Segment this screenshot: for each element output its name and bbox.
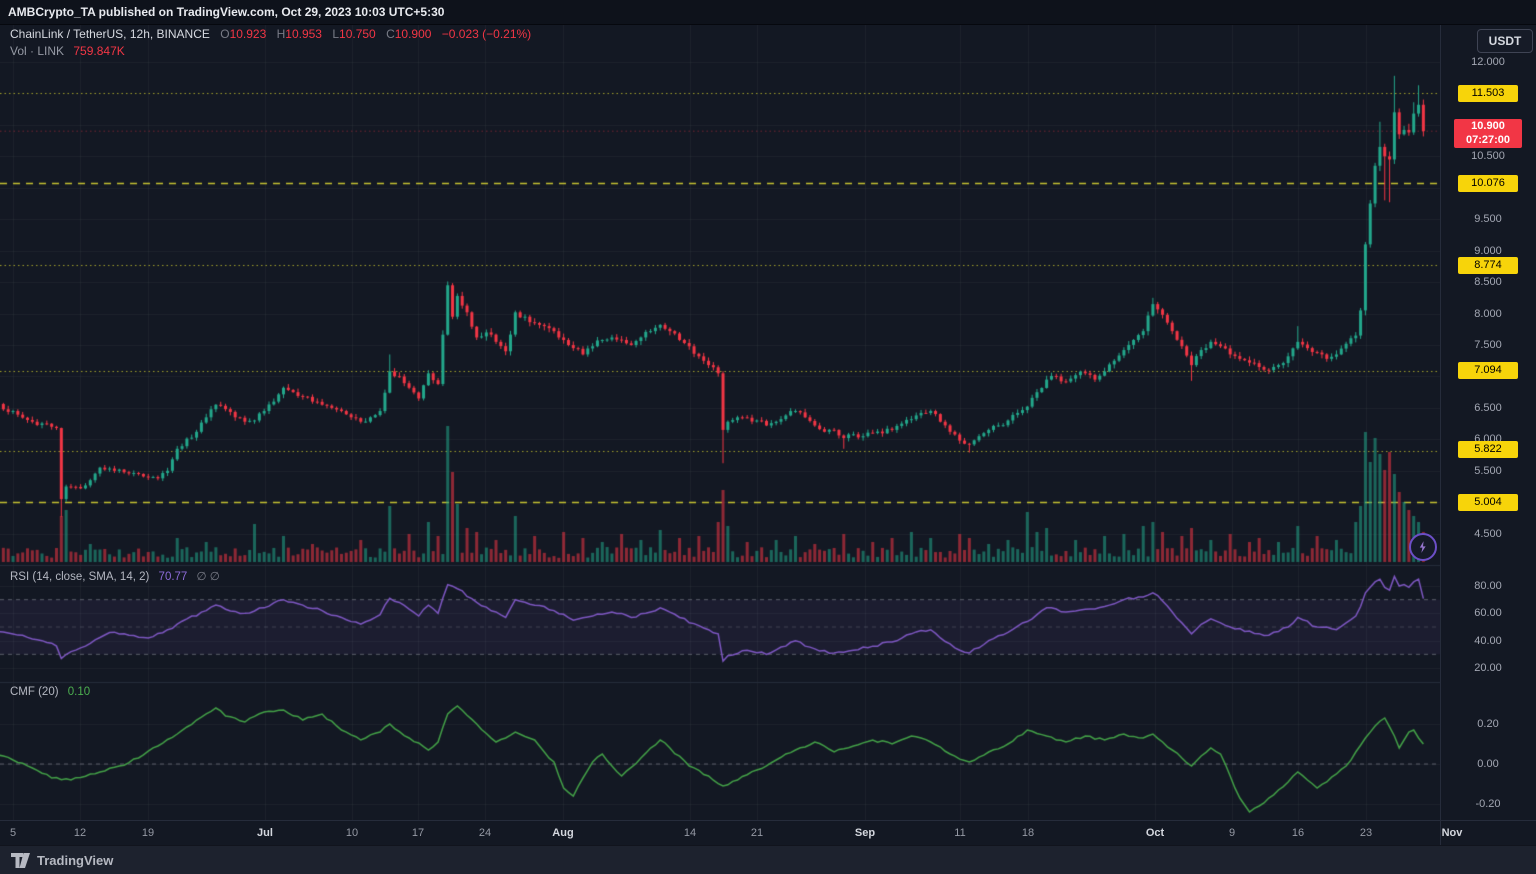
time-axis-label: 14 [683,827,697,839]
axis-tick-label: -0.20 [1475,798,1501,810]
time-axis-label: 17 [411,827,425,839]
time-axis-label: Aug [552,827,574,839]
price-axis[interactable]: 12.00011.00010.50010.0009.5009.0008.5008… [1440,25,1536,820]
lightning-button[interactable] [1409,533,1437,561]
time-axis-label: 16 [1291,827,1305,839]
time-axis[interactable]: 5 12 19 Jul 10 17 24 Aug 14 21 Sep 11 18 Oct 9 16 23 Nov [0,820,1536,846]
bar-countdown: 07:27:00 [1465,133,1511,146]
axis-tick-label: 6.500 [1474,402,1502,414]
time-axis-label: 11 [954,827,966,839]
main-chart-canvas[interactable] [0,25,1440,820]
axis-tick-label: 8.000 [1474,308,1502,320]
axis-tick-label: 5.500 [1474,465,1502,477]
time-axis-label: 19 [141,827,155,839]
axis-tick-label: 10.500 [1471,150,1505,162]
last-price-label: 10.900 07:27:00 [1454,118,1522,148]
time-axis-label: Sep [854,827,876,839]
tradingview-logo-icon[interactable] [10,852,31,868]
axis-tick-label: 80.00 [1474,580,1502,592]
footer-bar: TradingView [0,845,1536,874]
time-axis-label: Oct [1145,827,1165,839]
tradingview-brand-text[interactable]: TradingView [37,852,114,868]
price-level-label: 8.774 [1458,256,1518,274]
time-axis-label: Jul [257,827,273,839]
price-level-label: 10.076 [1458,174,1518,192]
time-axis-label: 23 [1359,827,1373,839]
axis-tick-label: 4.500 [1474,528,1502,540]
time-axis-label: 10 [345,827,359,839]
axis-tick-label: 40.00 [1474,635,1502,647]
lightning-icon [1416,540,1430,554]
price-level-label: 7.094 [1458,361,1518,379]
price-level-label: 5.004 [1458,493,1518,511]
price-level-label: 5.822 [1458,440,1518,458]
published-line: AMBCrypto_TA published on TradingView.co… [8,5,445,19]
axis-tick-label: 7.500 [1474,339,1502,351]
axis-tick-label: 0.20 [1477,718,1499,730]
price-axis-separator [1440,25,1441,845]
price-level-label: 11.503 [1458,84,1518,102]
axis-tick-label: 9.500 [1474,213,1502,225]
time-axis-label: 24 [478,827,492,839]
publish-header: AMBCrypto_TA published on TradingView.co… [0,0,1536,25]
axis-tick-label: 12.000 [1471,56,1505,68]
axis-tick-label: 8.500 [1474,276,1502,288]
axis-tick-label: 20.00 [1474,662,1502,674]
axis-tick-label: 9.000 [1474,245,1502,257]
time-axis-label: Nov [1441,827,1463,839]
time-axis-label: 18 [1021,827,1035,839]
time-axis-label: 9 [1228,827,1236,839]
time-axis-label: 5 [9,827,17,839]
currency-toggle-button[interactable]: USDT [1477,29,1533,53]
axis-tick-label: 60.00 [1474,607,1502,619]
axis-tick-label: 0.00 [1477,758,1499,770]
last-price-value: 10.900 [1471,119,1505,132]
time-axis-label: 21 [750,827,764,839]
time-axis-label: 12 [73,827,87,839]
